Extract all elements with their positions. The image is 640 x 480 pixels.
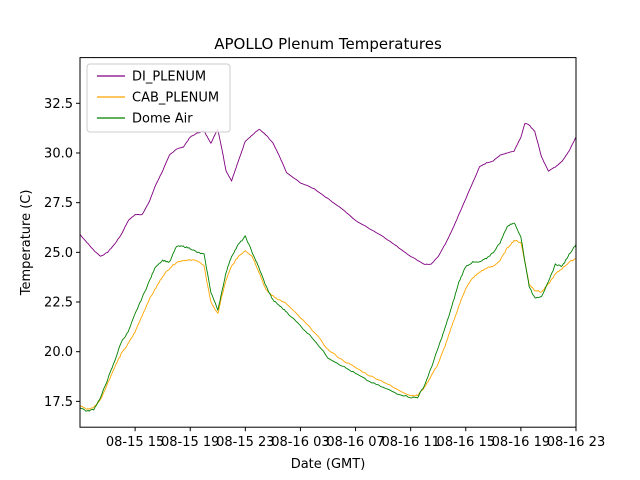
series-line-di-plenum bbox=[79, 122, 577, 265]
x-tick-label: 08-16 23 bbox=[547, 435, 605, 450]
series-layer bbox=[79, 122, 577, 412]
y-tick-label: 27.5 bbox=[44, 196, 73, 211]
y-tick-label: 25.0 bbox=[44, 246, 73, 261]
x-axis-label: Date (GMT) bbox=[291, 457, 366, 472]
y-tick-label: 20.0 bbox=[44, 345, 73, 360]
x-tick-label: 08-16 07 bbox=[326, 435, 384, 450]
x-tick-label: 08-15 19 bbox=[161, 435, 219, 450]
y-tick-label: 30.0 bbox=[44, 146, 73, 161]
plot-frame bbox=[79, 57, 577, 428]
legend-label-cab-plenum: CAB_PLENUM bbox=[132, 91, 219, 106]
series-line-cab-plenum bbox=[79, 239, 577, 410]
y-tick-label: 22.5 bbox=[44, 296, 73, 311]
y-axis-ticks: 17.5 20.0 22.5 25.0 27.5 30.0 32.5 bbox=[44, 97, 80, 410]
legend-label-dome-air: Dome Air bbox=[132, 112, 193, 127]
x-tick-label: 08-16 11 bbox=[381, 435, 439, 450]
y-tick-label: 32.5 bbox=[44, 97, 73, 112]
y-axis-label: Temperature (C) bbox=[19, 190, 34, 297]
x-tick-label: 08-15 15 bbox=[106, 435, 164, 450]
chart-title: APOLLO Plenum Temperatures bbox=[214, 35, 442, 53]
x-tick-label: 08-16 03 bbox=[271, 435, 329, 450]
x-tick-label: 08-16 15 bbox=[437, 435, 495, 450]
legend: DI_PLENUM CAB_PLENUM Dome Air bbox=[86, 63, 231, 133]
y-tick-label: 17.5 bbox=[44, 395, 73, 410]
series-line-dome-air bbox=[79, 222, 577, 412]
x-tick-label: 08-16 19 bbox=[492, 435, 550, 450]
x-tick-label: 08-15 23 bbox=[216, 435, 274, 450]
legend-label-di-plenum: DI_PLENUM bbox=[132, 70, 206, 85]
legend-box bbox=[86, 63, 231, 133]
